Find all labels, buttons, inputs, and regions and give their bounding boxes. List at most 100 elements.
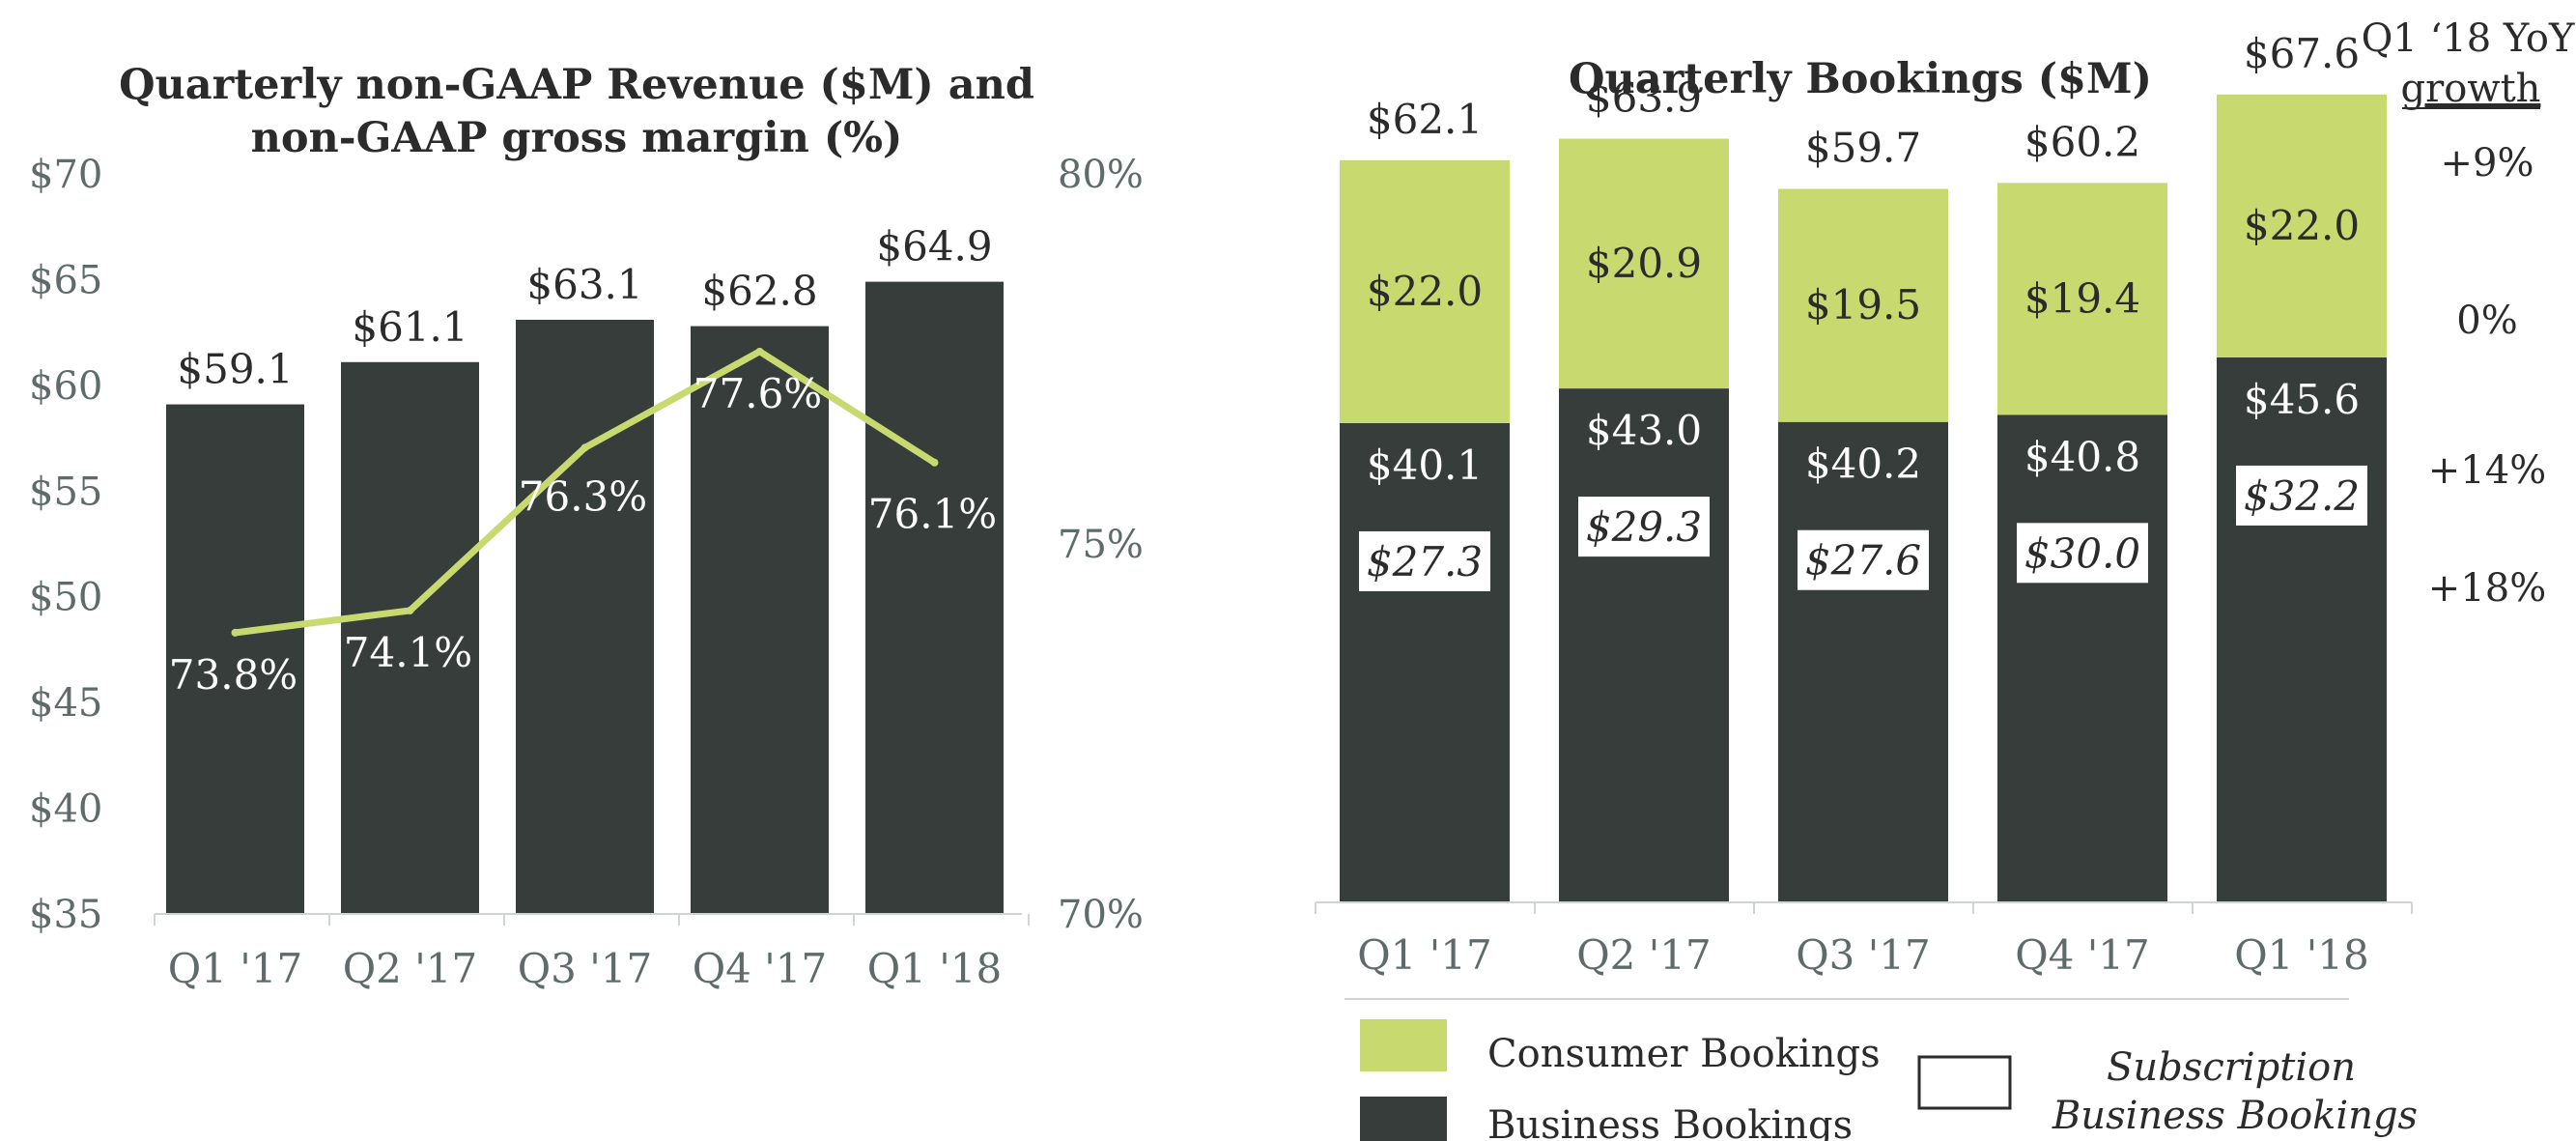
- bookings-x-label: Q2 '17: [1576, 931, 1712, 979]
- revenue-bar: [691, 326, 829, 914]
- bookings-x-labels: Q1 '17 Q2 '17 Q3 '17 Q4 '17 Q1 '18: [1357, 931, 2369, 979]
- bookings-total-label: $67.6: [2244, 30, 2360, 77]
- revenue-y-tick-label: $55: [29, 470, 102, 514]
- revenue-bars: [166, 281, 1004, 915]
- revenue-bar-labels: $59.1 $61.1 $63.1 $62.8 $64.9: [177, 223, 992, 393]
- revenue-x-label: Q3 '17: [518, 945, 653, 992]
- bookings-x-label: Q1 '17: [1357, 931, 1492, 979]
- business-bookings-label: $40.1: [1367, 442, 1483, 489]
- revenue-y-tick-label: $40: [29, 787, 102, 832]
- revenue-y-axis: $35 $40 $45 $50 $55 $60 $65 $70: [29, 153, 102, 937]
- revenue-x-label: Q2 '17: [343, 945, 478, 992]
- gross-margin-label: 76.1%: [868, 491, 997, 538]
- revenue-bar: [166, 404, 304, 914]
- yoy-growth-value: +18%: [2428, 566, 2546, 611]
- subscription-bookings-label: $30.0: [2024, 529, 2140, 577]
- gross-margin-point: [755, 347, 764, 356]
- business-bookings-bar: [1340, 422, 1510, 902]
- consumer-bookings-label: $22.0: [1367, 268, 1483, 315]
- gross-margin-point: [231, 628, 240, 637]
- yoy-growth-value: 0%: [2456, 299, 2517, 343]
- legend-swatch-subscription: [1917, 1055, 2012, 1110]
- legend-label-consumer: Consumer Bookings: [1487, 1032, 1881, 1076]
- legend-label-subscription-line1: Subscription: [2107, 1045, 2356, 1090]
- subscription-bookings-box: [1359, 530, 1490, 591]
- bookings-x-label: Q4 '17: [2015, 931, 2150, 979]
- yoy-growth-values: +9% 0% +14% +18%: [2428, 141, 2546, 611]
- margin-y-axis: 70% 75% 80%: [1058, 153, 1144, 937]
- subscription-bookings-box: [2017, 523, 2148, 584]
- gross-margin-label: 76.3%: [519, 472, 647, 520]
- bookings-total-label: $59.7: [1805, 125, 1921, 172]
- legend: Consumer Bookings Business Bookings Subs…: [1360, 1019, 2418, 1141]
- revenue-bar: [865, 281, 1004, 914]
- consumer-bookings-label: $22.0: [2244, 202, 2360, 249]
- legend-swatch-business: [1360, 1097, 1447, 1141]
- consumer-bookings-label: $20.9: [1586, 240, 1702, 287]
- consumer-bookings-bar: [1340, 159, 1510, 423]
- margin-y-tick-label: 75%: [1058, 523, 1144, 567]
- revenue-y-tick-label: $65: [29, 258, 102, 302]
- bookings-x-label: Q3 '17: [1796, 931, 1931, 979]
- revenue-bar-label: $63.1: [526, 261, 642, 308]
- gross-margin-point: [930, 458, 939, 467]
- legend-label-subscription-line2: Business Bookings: [2052, 1094, 2418, 1138]
- bookings-stacked-bars: [1340, 94, 2387, 903]
- revenue-bar: [341, 361, 479, 915]
- legend-label-business: Business Bookings: [1487, 1103, 1853, 1141]
- subscription-bookings-label: $27.3: [1367, 538, 1483, 585]
- gross-margin-label: 73.8%: [169, 651, 297, 699]
- revenue-x-label: Q4 '17: [693, 945, 828, 992]
- consumer-bookings-bar: [1997, 183, 2167, 415]
- consumer-bookings-label: $19.5: [1805, 281, 1921, 328]
- gross-margin-point: [406, 606, 414, 614]
- consumer-bookings-bar: [1559, 138, 1729, 389]
- business-bookings-bar: [2217, 357, 2387, 903]
- gross-margin-label: 74.1%: [344, 629, 472, 676]
- revenue-y-tick-label: $50: [29, 576, 102, 620]
- revenue-y-tick-label: $45: [29, 681, 102, 726]
- revenue-chart-title-line2: non-GAAP gross margin (%): [251, 114, 903, 162]
- subscription-bookings-box: [1798, 529, 1929, 590]
- business-bookings-label: $45.6: [2244, 376, 2360, 423]
- subscription-bookings-box: [1578, 497, 1710, 557]
- bookings-x-label: Q1 '18: [2234, 931, 2369, 979]
- gross-margin-line: 73.8% 74.1% 76.3% 77.6% 76.1%: [169, 347, 997, 699]
- subscription-bookings-box: [2236, 465, 2367, 526]
- bookings-chart-title: Quarterly Bookings ($M): [1569, 55, 2152, 103]
- business-bookings-label: $43.0: [1586, 407, 1702, 454]
- revenue-y-tick-label: $60: [29, 364, 102, 409]
- consumer-bookings-bar: [1778, 188, 1948, 422]
- bookings-total-label: $60.2: [2024, 118, 2140, 165]
- business-bookings-label: $40.2: [1805, 441, 1921, 488]
- consumer-bookings-label: $19.4: [2024, 274, 2140, 322]
- consumer-bookings-bar: [2217, 94, 2387, 357]
- bookings-total-label: $62.1: [1367, 96, 1483, 143]
- subscription-bookings-label: $29.3: [1586, 503, 1702, 551]
- gross-margin-label: 77.6%: [694, 370, 822, 417]
- yoy-growth-value: +9%: [2441, 141, 2534, 185]
- revenue-bar-label: $62.8: [701, 268, 817, 315]
- revenue-bar-label: $61.1: [352, 303, 467, 351]
- yoy-growth-header-line1: Q1 ‘18 YoY: [2362, 16, 2575, 61]
- revenue-bar-label: $59.1: [177, 346, 293, 393]
- revenue-y-tick-label: $70: [29, 153, 102, 197]
- subscription-bookings-label: $27.6: [1805, 537, 1921, 585]
- business-bookings-bar: [1997, 414, 2167, 902]
- bookings-chart: Quarterly Bookings ($M) Q1 ‘18 YoY growt…: [1315, 16, 2575, 1141]
- business-bookings-label: $40.8: [2024, 433, 2140, 480]
- bookings-value-labels: $62.1 $22.0 $40.1 $27.3 $63.9 $20.9 $43.0 $29.3…: [1359, 30, 2367, 591]
- margin-y-tick-label: 70%: [1058, 893, 1144, 937]
- revenue-margin-chart: Quarterly non-GAAP Revenue ($M) and non-…: [29, 61, 1144, 992]
- yoy-growth-header-line2: growth: [2401, 67, 2541, 111]
- subscription-bookings-label: $32.2: [2244, 472, 2360, 520]
- legend-swatch-consumer: [1360, 1019, 1447, 1071]
- revenue-y-tick-label: $35: [29, 893, 102, 937]
- revenue-x-label: Q1 '17: [168, 945, 303, 992]
- business-bookings-bar: [1559, 388, 1729, 903]
- revenue-x-labels: Q1 '17 Q2 '17 Q3 '17 Q4 '17 Q1 '18: [168, 945, 1003, 992]
- yoy-growth-value: +14%: [2428, 448, 2546, 493]
- revenue-x-label: Q1 '18: [867, 945, 1003, 992]
- revenue-chart-title-line1: Quarterly non-GAAP Revenue ($M) and: [119, 61, 1034, 109]
